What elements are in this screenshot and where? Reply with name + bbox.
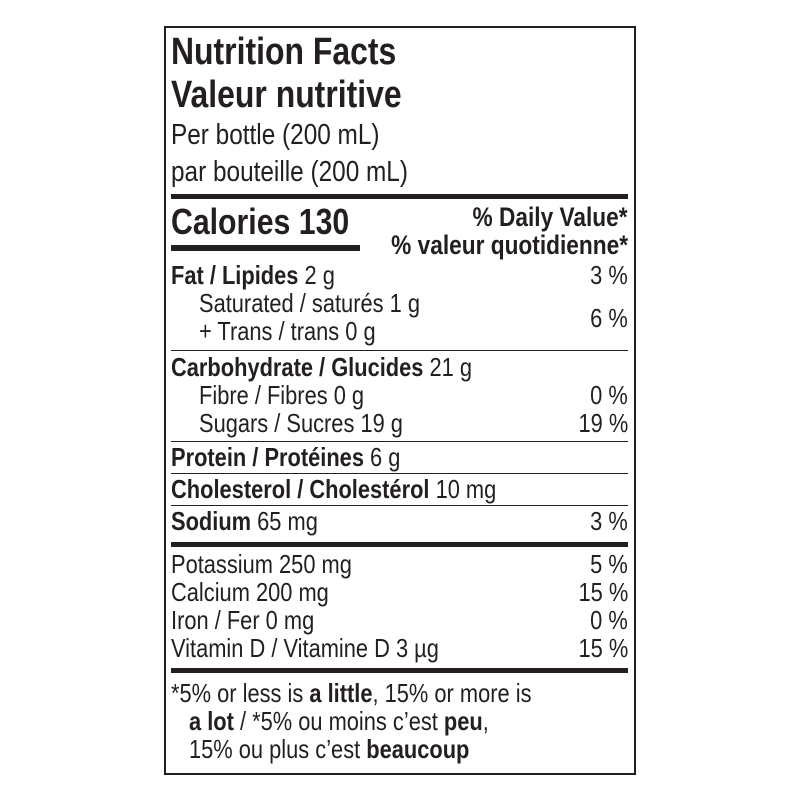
potassium-dv: 5 % bbox=[590, 549, 628, 579]
sat-trans-dv: 6 % bbox=[590, 303, 628, 333]
fibre-row: Fibre / Fibres 0 g bbox=[199, 380, 365, 410]
calcium-row: Calcium 200 mg bbox=[171, 577, 329, 607]
footnote-text: , bbox=[482, 706, 489, 736]
divider bbox=[171, 194, 628, 199]
fat-label: Fat / Lipides bbox=[171, 260, 299, 290]
footnote-line-1: *5% or less is a little, 15% or more is bbox=[171, 680, 532, 706]
protein-row: Protein / Protéines 6 g bbox=[171, 444, 400, 470]
cholesterol-label: Cholesterol / Cholestérol bbox=[171, 474, 430, 504]
sodium-label: Sodium bbox=[171, 506, 252, 536]
saturated-row: Saturated / saturés 1 g bbox=[199, 288, 420, 318]
protein-label: Protein / Protéines bbox=[171, 442, 364, 472]
footnote-text: 15% ou plus c’est bbox=[189, 734, 367, 764]
carb-row: Carbohydrate / Glucides 21 g bbox=[171, 354, 472, 380]
vitamin-d-dv: 15 % bbox=[578, 633, 628, 663]
footnote-bold: a little bbox=[309, 678, 373, 708]
iron-dv: 0 % bbox=[590, 605, 628, 635]
footnote-line-2: a lot / *5% ou moins c’est peu, bbox=[189, 708, 489, 734]
footnote-text: / *5% ou moins c’est bbox=[233, 706, 444, 736]
calories-label: Calories bbox=[171, 201, 291, 242]
serving-en: Per bottle (200 mL) bbox=[171, 119, 380, 151]
footnote-bold: peu bbox=[443, 706, 483, 736]
sodium-dv: 3 % bbox=[590, 506, 628, 536]
divider bbox=[171, 473, 628, 474]
fat-row: Fat / Lipides 2 g bbox=[171, 262, 335, 288]
calcium-dv: 15 % bbox=[578, 577, 628, 607]
fat-amount: 2 g bbox=[304, 260, 335, 290]
divider bbox=[171, 441, 628, 442]
protein-amount: 6 g bbox=[370, 442, 401, 472]
trans-row: + Trans / trans 0 g bbox=[199, 316, 376, 346]
carb-amount: 21 g bbox=[429, 352, 473, 382]
title-en: Nutrition Facts bbox=[171, 31, 397, 73]
calories-value: 130 bbox=[298, 201, 350, 242]
carb-label: Carbohydrate / Glucides bbox=[171, 352, 424, 382]
dv-header-en: % Daily Value* bbox=[472, 202, 628, 232]
footnote-bold: a lot bbox=[189, 706, 234, 736]
calories-underline bbox=[171, 245, 360, 251]
fibre-dv: 0 % bbox=[590, 380, 628, 410]
vitamin-d-row: Vitamin D / Vitamine D 3 µg bbox=[171, 633, 439, 663]
divider bbox=[171, 350, 628, 351]
cholesterol-row: Cholesterol / Cholestérol 10 mg bbox=[171, 476, 496, 502]
serving-fr: par bouteille (200 mL) bbox=[171, 156, 408, 188]
calories: Calories 130 bbox=[171, 204, 349, 240]
divider bbox=[171, 668, 628, 673]
footnote-text: *5% or less is bbox=[171, 678, 310, 708]
sodium-row: Sodium 65 mg bbox=[171, 508, 318, 534]
sugars-dv: 19 % bbox=[578, 408, 628, 438]
dv-header-fr: % valeur quotidienne* bbox=[391, 230, 628, 260]
footnote-bold: beaucoup bbox=[366, 734, 470, 764]
sugars-row: Sugars / Sucres 19 g bbox=[199, 408, 403, 438]
title-fr: Valeur nutritive bbox=[171, 74, 402, 116]
potassium-row: Potassium 250 mg bbox=[171, 549, 352, 579]
sodium-amount: 65 mg bbox=[257, 506, 318, 536]
divider bbox=[171, 505, 628, 506]
footnote-line-3: 15% ou plus c’est beaucoup bbox=[189, 736, 469, 762]
divider bbox=[171, 542, 628, 547]
nutrition-facts-table bbox=[164, 26, 636, 775]
footnote-text: , 15% or more is bbox=[372, 678, 532, 708]
cholesterol-amount: 10 mg bbox=[435, 474, 497, 504]
fat-dv: 3 % bbox=[590, 260, 628, 290]
iron-row: Iron / Fer 0 mg bbox=[171, 605, 315, 635]
